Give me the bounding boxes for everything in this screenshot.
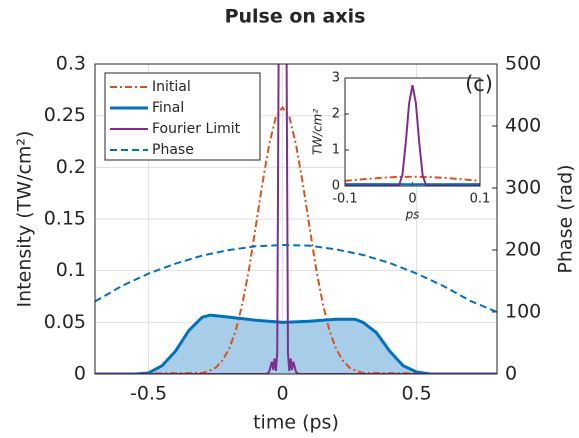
series-line — [345, 183, 480, 186]
y2-axis-label: Phase (rad) — [555, 164, 577, 273]
x-tick-label: 0 — [277, 383, 289, 405]
legend-label: Phase — [152, 142, 194, 158]
y2-tick-label: 300 — [505, 177, 541, 199]
y-tick-label: 0.05 — [44, 311, 86, 333]
y-tick-label: 0.15 — [44, 208, 86, 230]
x-tick-label: -0.5 — [130, 383, 167, 405]
series-line — [345, 85, 480, 186]
y2-tick-label: 100 — [505, 301, 541, 323]
legend: Initial Final Fourier Limit Phase — [104, 72, 261, 161]
inset-box — [344, 77, 481, 187]
inset-y-tick-label: 1 — [332, 143, 340, 158]
chart-title: Pulse on axis — [225, 6, 366, 28]
y2-tick-label: 500 — [505, 53, 541, 75]
x-tick-label: 0.5 — [401, 383, 431, 405]
legend-label: Fourier Limit — [152, 121, 241, 137]
inset-x-tick-label: -0.1 — [332, 192, 357, 207]
inset-y-tick-label: 2 — [332, 107, 340, 122]
series-line — [95, 64, 497, 374]
x-axis-label: time (ps) — [253, 412, 339, 434]
inset-x-tick-label: 0.1 — [470, 192, 491, 207]
area-fill — [95, 315, 497, 374]
plot-area — [95, 64, 497, 374]
legend-label: Final — [152, 100, 184, 116]
inset-x-tick-label: 0 — [408, 192, 416, 207]
y-tick-label: 0.1 — [56, 259, 86, 281]
y2-tick-label: 200 — [505, 239, 541, 261]
y2-tick-label: 0 — [505, 363, 517, 385]
y-tick-label: 0 — [74, 363, 86, 385]
inset-x-label: ps — [405, 208, 420, 222]
axes-box — [94, 63, 498, 375]
inset-y-tick-label: 3 — [332, 71, 340, 86]
series-line — [345, 175, 480, 182]
inset-y-label: TW/cm² — [311, 109, 325, 156]
legend-label: Initial — [152, 79, 191, 95]
series-line — [95, 105, 497, 374]
series-line — [95, 313, 497, 374]
inset-plot — [345, 85, 480, 186]
y-axis-label: Intensity (TW/cm²) — [14, 131, 36, 308]
inset-background — [345, 78, 480, 186]
y-tick-label: 0.25 — [44, 104, 86, 126]
y2-tick-label: 400 — [505, 115, 541, 137]
inset-y-tick-label: 0 — [332, 179, 340, 194]
series-line — [95, 244, 497, 313]
y-tick-label: 0.2 — [56, 156, 86, 178]
inset-annotation: (c) — [465, 72, 493, 96]
y-tick-label: 0.3 — [56, 53, 86, 75]
